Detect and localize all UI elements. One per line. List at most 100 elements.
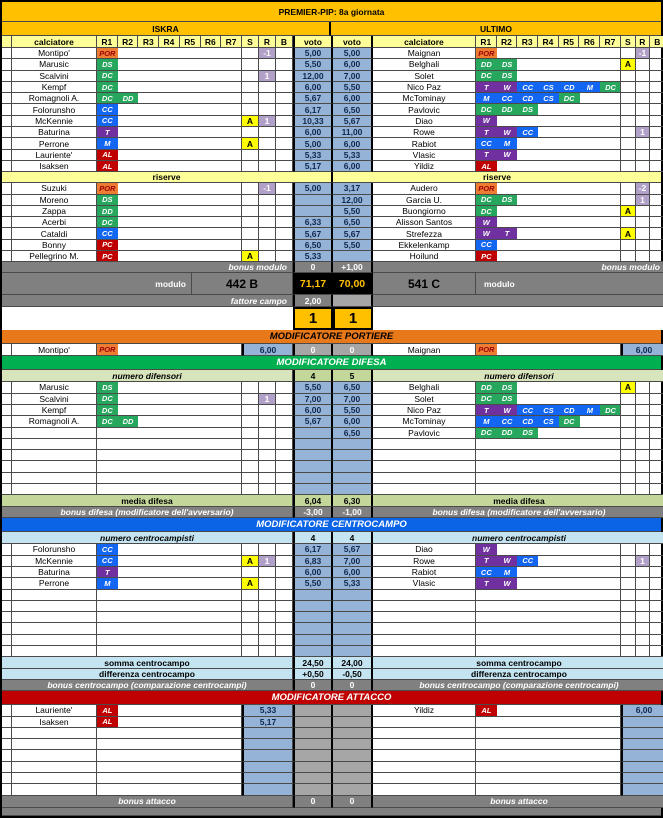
riserve-bar-row: riserve riserve [2, 172, 661, 184]
player-roles [97, 634, 242, 646]
player-roles: AL [97, 705, 242, 717]
voto-cell: 6,50 [293, 239, 333, 252]
player-roles [97, 450, 242, 462]
role-badge-ds: DS [97, 194, 118, 205]
b-cell [650, 206, 663, 218]
b-cell [650, 439, 663, 451]
player-roles: DC [476, 205, 621, 218]
b-cell [650, 612, 663, 624]
player-name: Suzuki [12, 183, 97, 195]
riserve-label: riserve [2, 172, 333, 184]
player-roles: DC [97, 217, 242, 229]
voto-cell [242, 773, 293, 785]
voto-cell [621, 761, 663, 774]
modifier-badge [636, 645, 650, 658]
player-row [2, 484, 663, 496]
summary-label-right: differenza centrocampo [373, 669, 663, 681]
voto-cell [242, 739, 293, 751]
margin-cell [2, 623, 12, 635]
player-name [373, 784, 476, 796]
role-badge-dd: DD [496, 427, 518, 438]
role-badge-cd: CD [558, 81, 580, 93]
role-badge-cc: CC [517, 81, 539, 93]
player-row [2, 634, 663, 646]
role-badge-dc: DC [97, 416, 118, 427]
player-name: Scalvini [12, 70, 97, 82]
role-badge-w: W [496, 81, 518, 93]
player-name: Nico Paz [373, 81, 476, 94]
margin-cell [2, 393, 12, 405]
b-cell [276, 634, 293, 646]
player-roles [97, 612, 242, 624]
substitution-badge [242, 600, 259, 613]
role-badge-por: POR [97, 344, 118, 356]
substitution-badge: A [242, 251, 259, 263]
b-cell [276, 115, 293, 128]
player-name: Isaksen [12, 160, 97, 173]
summary-value-right: 0 [333, 795, 373, 808]
voto-cell [333, 450, 373, 462]
voto-cell: 6,00 [293, 81, 333, 94]
substitution-badge [621, 127, 636, 139]
voto-cell: 5,67 [293, 416, 333, 428]
modulo-value-left: 442 B [192, 273, 293, 296]
role-badge-por: POR [476, 183, 497, 194]
modifier-badge [259, 160, 276, 173]
b-cell [650, 93, 663, 105]
player-roles [476, 472, 621, 485]
summary-value-right: -1,00 [333, 507, 373, 519]
voto-cell [293, 600, 333, 613]
player-name: McTominay [373, 93, 476, 105]
player-row [2, 612, 663, 624]
modifier-badge: -1 [636, 48, 650, 60]
b-cell [650, 251, 663, 263]
modifier-badge [259, 589, 276, 601]
voto-cell [293, 623, 333, 635]
voto-cell: 5,00 [293, 183, 333, 195]
role-badge-w: W [496, 578, 518, 589]
player-row: Bonny PC 6,50 5,50 Ekkelenkamp CC [2, 239, 663, 252]
substitution-badge [621, 612, 636, 624]
voto-cell: 5,33 [293, 149, 333, 161]
margin-cell [2, 115, 12, 128]
modifier-badge [259, 239, 276, 252]
total-score-right: 70,00 [333, 273, 373, 296]
b-cell [276, 589, 293, 601]
column-header-role: R2 [117, 36, 139, 48]
modifier-badge [259, 472, 276, 485]
role-badge-t: T [97, 127, 118, 138]
role-badge-cs: CS [538, 404, 559, 416]
substitution-badge [621, 623, 636, 635]
margin-cell [2, 750, 12, 762]
modifier-badge [636, 578, 650, 590]
player-roles: CC [476, 239, 621, 252]
role-badge-cc: CC [517, 127, 539, 138]
margin-cell [2, 555, 12, 567]
substitution-badge [242, 382, 259, 394]
section-bar-row: MODIFICATORE PORTIERE [2, 330, 661, 345]
voto-cell [333, 589, 373, 601]
substitution-badge [242, 127, 259, 139]
margin-cell [2, 739, 12, 751]
voto-cell: 6,50 [333, 382, 373, 394]
player-row [2, 438, 663, 451]
fattore-campo-label: fattore campo [2, 295, 293, 308]
player-name [12, 784, 97, 796]
summary-value-left: 4 [293, 370, 333, 383]
b-cell [276, 104, 293, 116]
player-roles: DS [97, 382, 242, 394]
player-row [2, 750, 663, 762]
player-row: Baturina T 6,00 6,00 Rabiot CC M [2, 566, 663, 579]
summary-label-right: bonus difesa (modificatore dell'avversar… [373, 507, 663, 519]
voto-cell [293, 589, 333, 601]
summary-label-right: numero centrocampisti [373, 532, 663, 545]
role-badge-cd: CD [558, 404, 580, 416]
role-badge-dd: DD [117, 416, 139, 427]
player-name: Belghali [373, 59, 476, 71]
role-badge-ds: DS [496, 393, 518, 404]
section-bar-row: MODIFICATORE CENTROCAMPO [2, 518, 661, 533]
role-badge-pc: PC [476, 251, 497, 262]
substitution-badge [242, 427, 259, 439]
modifier-badge [259, 217, 276, 229]
